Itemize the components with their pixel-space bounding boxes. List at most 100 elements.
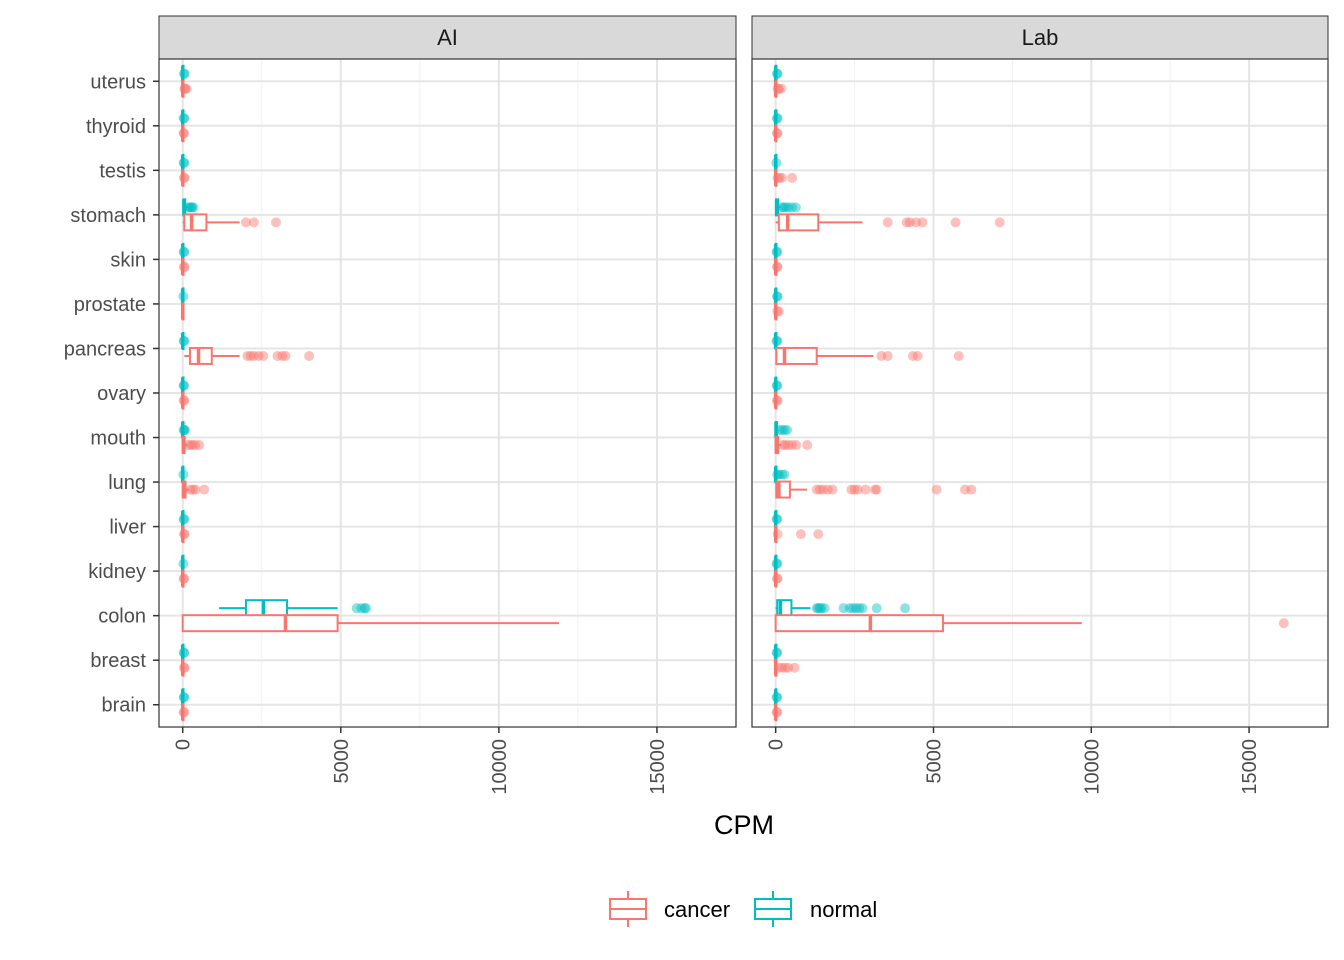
outlier-point: [783, 202, 794, 213]
x-axis-title: CPM: [714, 810, 774, 840]
outlier-point: [771, 291, 782, 302]
lab-box-ovary-cancer: [771, 391, 783, 410]
lab-box-mouth-cancer: [774, 436, 813, 455]
outlier-point: [361, 603, 372, 614]
y-tick-label-lung: lung: [108, 472, 146, 494]
outlier-point: [822, 484, 833, 495]
ai-box-brain-normal: [178, 688, 190, 707]
panel-lab-marks: [771, 64, 1289, 722]
outlier-point: [178, 662, 189, 673]
iqr-box: [775, 346, 818, 365]
outlier-point: [871, 484, 882, 495]
ai-box-ovary-normal: [178, 376, 189, 395]
outlier-point: [904, 217, 915, 228]
y-tick-label-breast: breast: [90, 650, 146, 672]
panel-lab-strip: [751, 15, 1329, 60]
outlier-point: [190, 440, 201, 451]
outlier-point: [838, 603, 849, 614]
outlier-point: [776, 425, 787, 436]
outlier-point: [912, 350, 923, 361]
outlier-point: [178, 573, 189, 584]
outlier-point: [187, 440, 198, 451]
iqr-box: [181, 614, 339, 633]
x-tick-label: 15000: [1239, 739, 1261, 795]
outlier-point: [190, 484, 201, 495]
lab-box-kidney-cancer: [771, 569, 783, 588]
outlier-point: [849, 484, 860, 495]
outlier-point: [179, 113, 190, 124]
iqr-box: [774, 614, 944, 633]
outlier-point: [248, 350, 259, 361]
outlier-point: [258, 350, 269, 361]
legend-item-normal: normal: [754, 891, 877, 927]
outlier-point: [178, 113, 189, 124]
ai-box-skin-cancer: [178, 257, 190, 276]
outlier-point: [771, 558, 782, 569]
outlier-point: [179, 573, 190, 584]
lab-box-stomach-normal: [774, 198, 801, 217]
ai-box-uterus-normal: [178, 64, 190, 83]
outlier-point: [178, 68, 189, 79]
outlier-point: [771, 128, 782, 139]
outlier-point: [772, 707, 783, 718]
outlier-point: [771, 335, 782, 346]
ai-box-breast-cancer: [178, 658, 190, 677]
outlier-point: [179, 335, 190, 346]
y-tick-label-mouth: mouth: [90, 428, 146, 450]
outlier-point: [779, 469, 790, 480]
lab-box-breast-normal: [771, 643, 783, 662]
outlier-point: [178, 647, 189, 658]
lab-box-lung-cancer: [775, 480, 977, 499]
ai-box-colon-cancer: [181, 614, 559, 633]
y-tick-label-skin: skin: [110, 249, 146, 271]
outlier-point: [772, 83, 783, 94]
outlier-point: [911, 217, 922, 228]
ai-box-mouth-cancer: [181, 436, 205, 455]
outlier-point: [776, 83, 787, 94]
panel-lab-border: [751, 58, 1329, 728]
outlier-point: [783, 440, 794, 451]
outlier-point: [771, 707, 782, 718]
x-tick-label: 10000: [1081, 739, 1103, 795]
outlier-point: [901, 217, 912, 228]
outlier-point: [900, 603, 911, 614]
outlier-point: [778, 202, 789, 213]
outlier-point: [780, 440, 791, 451]
outlier-point: [772, 261, 783, 272]
lab-box-pancreas-cancer: [775, 346, 964, 365]
ai-box-prostate-cancer: [180, 302, 185, 321]
outlier-point: [795, 529, 806, 540]
lab-box-testis-cancer: [772, 168, 798, 187]
outlier-point: [240, 217, 251, 228]
outlier-point: [787, 440, 798, 451]
outlier-point: [178, 291, 189, 302]
lab-box-liver-normal: [771, 510, 783, 529]
ai-box-stomach-normal: [182, 198, 199, 217]
y-tick-label-prostate: prostate: [74, 294, 146, 316]
outlier-point: [773, 469, 784, 480]
outlier-point: [771, 246, 782, 257]
legend-item-cancer: cancer: [609, 891, 730, 927]
outlier-point: [178, 692, 189, 703]
outlier-point: [179, 261, 190, 272]
lab-box-thyroid-cancer: [771, 124, 783, 143]
ai-box-ovary-cancer: [178, 391, 190, 410]
ai-box-skin-normal: [178, 242, 190, 261]
y-tick-label-stomach: stomach: [70, 205, 146, 227]
outlier-point: [789, 662, 800, 673]
outlier-point: [178, 128, 189, 139]
ai-box-kidney-cancer: [178, 569, 190, 588]
outlier-point: [178, 261, 189, 272]
outlier-point: [1278, 618, 1289, 629]
panel-lab-strip-label: Lab: [1022, 25, 1059, 50]
ai-box-stomach-cancer: [182, 213, 281, 232]
ai-box-lung-normal: [178, 465, 189, 484]
lab-box-mouth-normal: [774, 421, 793, 440]
outlier-point: [179, 246, 190, 257]
lab-box-lung-normal: [772, 465, 790, 484]
iqr-box: [244, 599, 289, 618]
outlier-point: [179, 707, 190, 718]
x-tick-label: 0: [173, 739, 195, 750]
outlier-point: [994, 217, 1005, 228]
